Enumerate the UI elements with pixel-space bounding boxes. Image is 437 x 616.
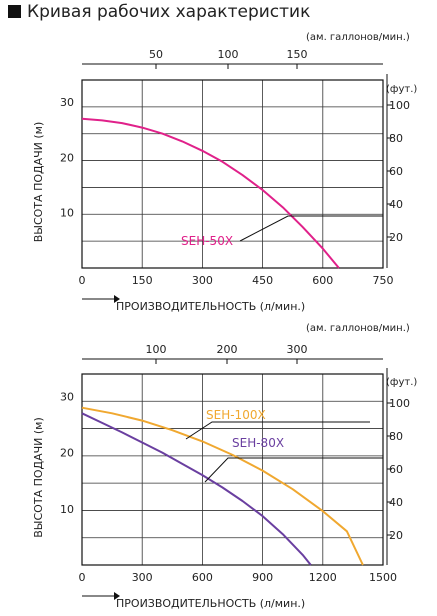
chart2-legend-leader — [185, 421, 370, 440]
chart1-top-tick-label: 50 — [149, 48, 163, 61]
chart1-right-axis-title: (фут.) — [386, 84, 417, 95]
chart1-right-tick-label: 20 — [389, 231, 403, 244]
chart2-x-axis-arrowhead-icon — [114, 592, 120, 600]
chart2-x-tick-label: 600 — [192, 571, 213, 584]
chart1-legend-leader — [239, 215, 383, 242]
chart2-x-tick-label: 900 — [252, 571, 273, 584]
chart2-x-tick-label: 1200 — [309, 571, 337, 584]
chart1-y-axis-title: ВЫСОТА ПОДАЧИ (м) — [32, 122, 45, 243]
chart1-frame — [81, 79, 384, 269]
chart2-x-tick-label: 1500 — [369, 571, 397, 584]
chart1-top-tick-label: 100 — [218, 48, 239, 61]
chart1-right-tick-label: 100 — [389, 99, 410, 112]
chart2-y-tick-label: 30 — [60, 390, 74, 403]
title-square-icon — [8, 5, 21, 18]
chart2-right-axis-title: (фут.) — [386, 377, 417, 388]
chart2-x-axis-title: ПРОИЗВОДИТЕЛЬНОСТЬ (л/мин.) — [116, 597, 305, 610]
chart1-legend-label-seh-50x: SEH-50X — [181, 234, 233, 248]
chart1-right-tick-label: 80 — [389, 132, 403, 145]
chart1-x-axis-title: ПРОИЗВОДИТЕЛЬНОСТЬ (л/мин.) — [116, 300, 305, 313]
chart2-legend-label-seh-100x: SEH-100X — [206, 408, 266, 422]
chart2-top-tick-label: 200 — [217, 343, 238, 356]
chart2-series-line-seh-100x — [81, 406, 364, 566]
chart1-x-tick-label: 450 — [252, 274, 273, 287]
chart1-y-tick-label: 30 — [60, 96, 74, 109]
chart2-frame — [81, 373, 384, 566]
chart1-x-tick-label: 0 — [79, 274, 86, 287]
chart1-x-tick-label: 750 — [373, 274, 394, 287]
chart2-top-axis-title: (ам. галлонов/мин.) — [306, 323, 410, 334]
chart2-legend-label-seh-80x: SEH-80X — [232, 436, 284, 450]
chart2-x-tick-label: 0 — [79, 571, 86, 584]
chart2-right-tick-label: 100 — [389, 397, 410, 410]
chart1-x-tick-label: 300 — [192, 274, 213, 287]
chart1-x-tick-label: 150 — [132, 274, 153, 287]
chart1-top-axis-title: (ам. галлонов/мин.) — [306, 32, 410, 43]
chart2-right-tick-label: 60 — [389, 463, 403, 476]
chart2-x-tick-label: 300 — [132, 571, 153, 584]
chart2-legend-leader — [204, 457, 383, 483]
chart1-x-axis-arrowhead-icon — [114, 295, 120, 303]
chart1-series-line-seh-50x — [81, 117, 340, 269]
chart2-y-axis-title: ВЫСОТА ПОДАЧИ (м) — [32, 417, 45, 538]
chart1-x-tick-label: 600 — [312, 274, 333, 287]
chart1-top-tick-label: 150 — [287, 48, 308, 61]
chart1-right-tick-label: 60 — [389, 165, 403, 178]
page-title-text: Кривая рабочих характеристик — [27, 2, 311, 22]
chart1-y-tick-label: 20 — [60, 151, 74, 164]
chart2-y-tick-label: 10 — [60, 503, 74, 516]
page-title: Кривая рабочих характеристик — [8, 2, 310, 22]
chart1-y-tick-label: 10 — [60, 207, 74, 220]
chart2-right-tick-label: 20 — [389, 529, 403, 542]
chart2-right-tick-label: 80 — [389, 430, 403, 443]
chart1-right-tick-label: 40 — [389, 198, 403, 211]
chart2-top-tick-label: 100 — [146, 343, 167, 356]
chart2-right-tick-label: 40 — [389, 496, 403, 509]
chart2-y-tick-label: 20 — [60, 447, 74, 460]
chart2-series-line-seh-80x — [81, 412, 312, 566]
chart2-top-tick-label: 300 — [287, 343, 308, 356]
